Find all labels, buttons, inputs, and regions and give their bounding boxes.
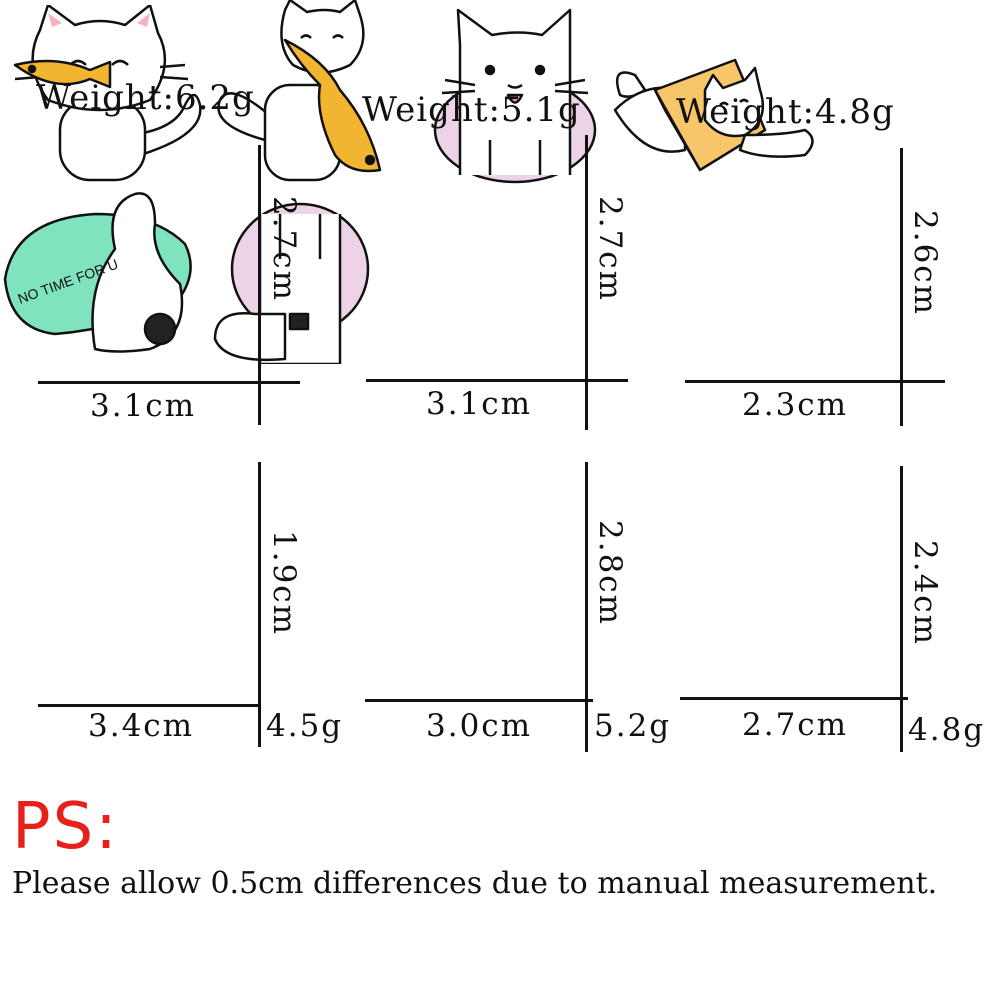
width-label-pin-4: 3.4cm	[88, 708, 195, 744]
width-line-pin-6	[680, 697, 908, 700]
side-weight-pin-5: 5.2g	[594, 708, 672, 744]
width-line-pin-4	[38, 704, 260, 707]
ps-title: PS:	[12, 790, 119, 864]
width-label-pin-2: 3.1cm	[426, 386, 533, 422]
cat-legs-hole-illustration	[213, 202, 370, 366]
height-label-pin-3: 2.6cm	[907, 210, 943, 317]
side-weight-pin-6: 4.8g	[908, 712, 986, 748]
width-line-pin-1	[38, 381, 300, 384]
height-label-pin-5: 2.8cm	[592, 520, 628, 627]
height-line-pin-5	[585, 462, 588, 752]
height-label-pin-1: 2.7cm	[266, 196, 302, 303]
width-line-pin-5	[365, 699, 593, 702]
width-label-pin-3: 2.3cm	[742, 387, 849, 423]
cat-with-fish-illustration	[13, 3, 202, 182]
width-line-pin-3	[685, 380, 945, 383]
height-label-pin-6: 2.4cm	[907, 540, 943, 647]
weight-title-pin-3: Weight:4.8g	[676, 92, 895, 132]
height-line-pin-1	[258, 145, 261, 425]
width-line-pin-2	[366, 379, 628, 382]
cat-butt-bag-illustration: NO TIME FOR U	[3, 192, 192, 353]
cat-face-peeking-illustration	[433, 8, 597, 184]
weight-title-pin-1: Weight:6.2g	[36, 78, 255, 118]
height-line-pin-2	[585, 135, 588, 430]
side-weight-pin-4: 4.5g	[266, 708, 344, 744]
height-line-pin-6	[900, 466, 903, 752]
height-label-pin-4: 1.9cm	[266, 530, 302, 637]
width-label-pin-1: 3.1cm	[90, 388, 197, 424]
weight-title-pin-2: Weight:5.1g	[362, 90, 581, 130]
height-line-pin-3	[900, 148, 903, 426]
width-label-pin-5: 3.0cm	[426, 708, 533, 744]
height-label-pin-2: 2.7cm	[592, 196, 628, 303]
cat-biting-big-fish-illustration	[217, 0, 382, 182]
ps-note: Please allow 0.5cm differences due to ma…	[12, 866, 938, 901]
height-line-pin-4	[258, 462, 261, 747]
width-label-pin-6: 2.7cm	[742, 707, 849, 743]
cat-in-box-illustration	[614, 58, 815, 172]
